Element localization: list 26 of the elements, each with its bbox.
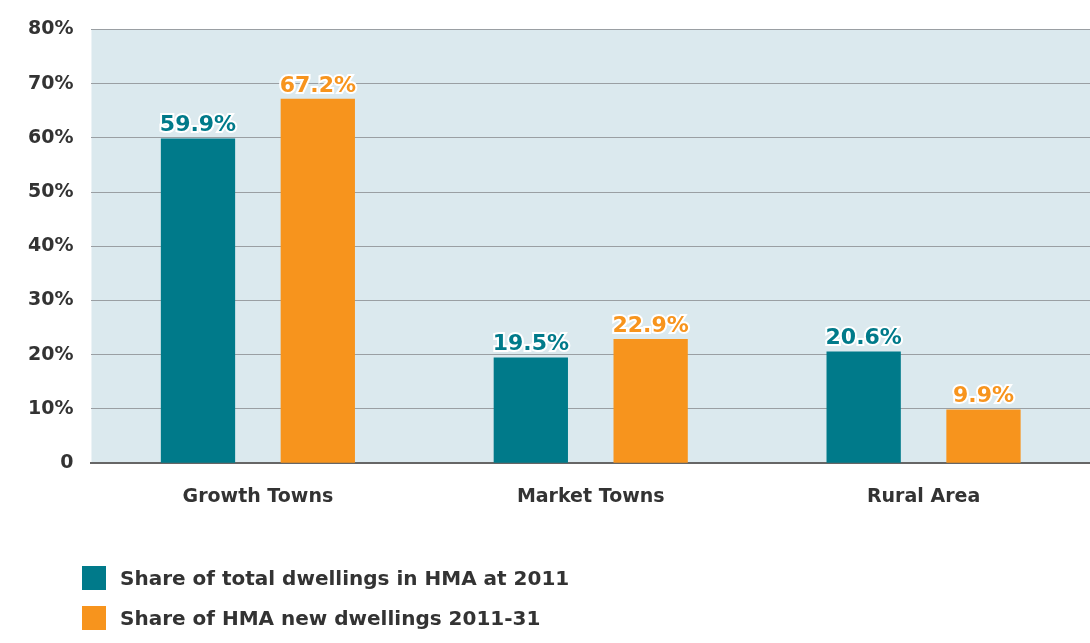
- bar: [826, 351, 901, 463]
- data-label: 19.5%: [492, 330, 569, 356]
- data-label: 20.6%: [825, 324, 902, 350]
- legend-label: Share of total dwellings in HMA at 2011: [120, 566, 570, 590]
- x-tick-label: Market Towns: [516, 483, 665, 506]
- x-tick-label: Growth Towns: [182, 483, 334, 506]
- y-tick-label: 50%: [27, 179, 74, 202]
- bar: [493, 357, 568, 463]
- y-tick-label: 60%: [27, 124, 74, 147]
- legend-label: Share of HMA new dwellings 2011-31: [120, 606, 541, 630]
- x-tick-label: Rural Area: [866, 483, 981, 506]
- data-label: 67.2%: [279, 71, 356, 97]
- data-label: 9.9%: [952, 382, 1014, 408]
- y-tick-label: 0: [60, 450, 74, 473]
- y-tick-label: 30%: [27, 287, 74, 310]
- data-label: 59.9%: [159, 111, 237, 137]
- bar: [613, 339, 688, 463]
- y-tick-label: 20%: [27, 341, 74, 364]
- y-tick-label: 80%: [27, 16, 74, 39]
- y-tick-label: 40%: [27, 233, 74, 256]
- bar: [280, 98, 355, 463]
- bar: [160, 138, 236, 463]
- y-tick-label: 10%: [27, 395, 74, 418]
- data-label: 22.9%: [612, 311, 689, 337]
- y-tick-label: 70%: [27, 70, 74, 93]
- bar: [946, 409, 1021, 463]
